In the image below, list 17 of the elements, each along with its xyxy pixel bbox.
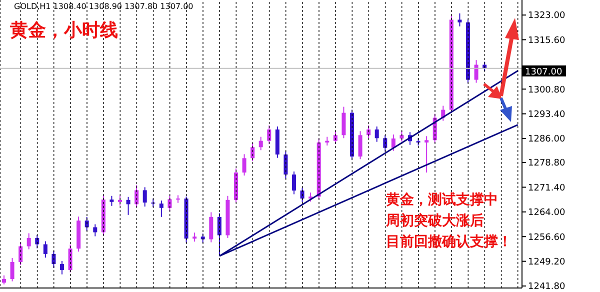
y-tick-label: 1256.60 — [528, 232, 566, 243]
y-tick-label: 1323.00 — [528, 11, 566, 22]
annotation: GOLD,H1 1308.40 1308.90 1307.80 1307.00 — [14, 2, 194, 11]
text: 黄金，小时线 — [10, 19, 118, 42]
y-tick-label: 1278.80 — [528, 158, 566, 169]
y-tick-label: 1249.20 — [528, 257, 566, 268]
y-tick-label: 1293.40 — [528, 110, 566, 120]
annotation: 目前回撤确认支撑！ — [386, 233, 512, 252]
ref-line-label: 1307.00 — [525, 67, 562, 78]
annotation: 周初突破大涨后 — [386, 212, 485, 231]
y-tick-label: 1264.00 — [528, 208, 566, 218]
y-tick-label: 1286.00 — [528, 134, 566, 145]
y-tick-label: 1300.80 — [528, 85, 566, 96]
y-tick-label: 1241.80 — [528, 282, 566, 292]
y-tick-label: 1315.60 — [528, 36, 566, 46]
annotation: 黄金，测试支撑中 — [386, 191, 499, 210]
y-tick-label: 1271.40 — [528, 183, 566, 194]
